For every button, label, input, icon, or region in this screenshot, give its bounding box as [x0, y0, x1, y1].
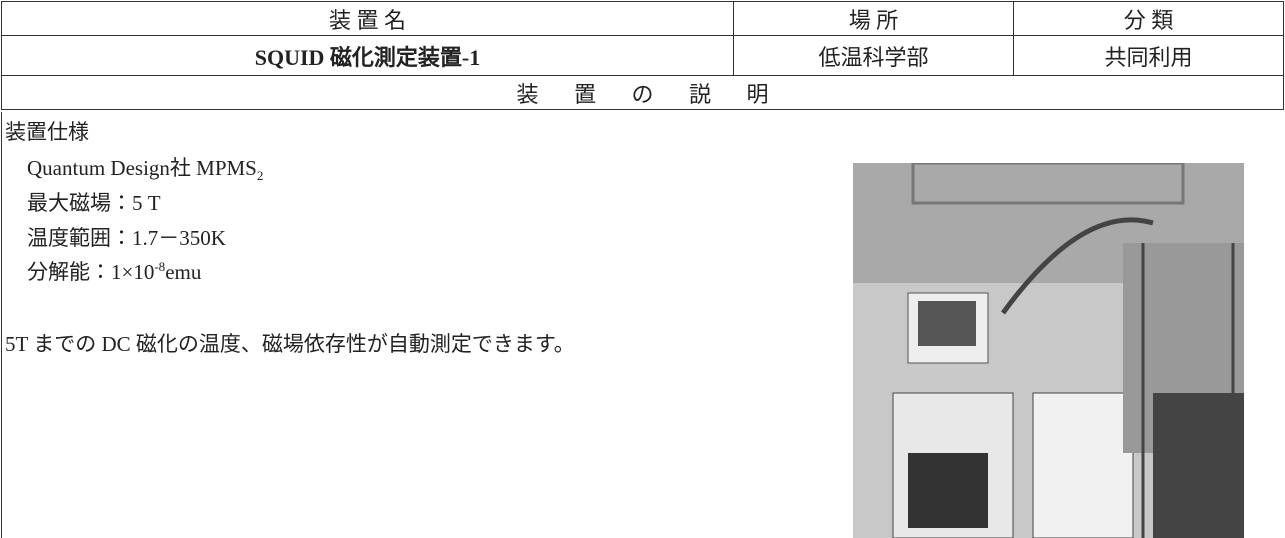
- header-cell: 装 置 名: [1, 1, 734, 36]
- section-title: 装 置 の 説 明: [1, 75, 1284, 110]
- header-cell: 場 所: [733, 1, 1014, 36]
- spec-line: Quantum Design社 MPMS2: [27, 152, 263, 184]
- header-cell: 分 類: [1013, 1, 1284, 36]
- spec-text: Quantum Design社 MPMS: [27, 156, 257, 180]
- header-row: 装 置 名 場 所 分 類: [1, 1, 1284, 36]
- spec-unit: emu: [165, 260, 202, 284]
- spec-line: 最大磁場：5 T: [27, 191, 161, 215]
- spec-line: 温度範囲：1.7－350K: [27, 226, 226, 250]
- category: 共同利用: [1013, 35, 1284, 76]
- equipment-name: SQUID 磁化測定装置-1: [1, 35, 734, 76]
- spec-sup: -8: [154, 259, 166, 274]
- spec-line: 分解能：1×10-8emu: [27, 256, 201, 286]
- equipment-table: 装 置 名 場 所 分 類 SQUID 磁化測定装置-1 低温科学部 共同利用 …: [1, 1, 1284, 110]
- spec-text: 分解能：1×10: [27, 260, 155, 284]
- data-row: SQUID 磁化測定装置-1 低温科学部 共同利用: [1, 35, 1284, 76]
- spec-heading: 装置仕様: [5, 120, 89, 144]
- description: 5T までの DC 磁化の温度、磁場依存性が自動測定できます。: [5, 332, 575, 356]
- spec-sub: 2: [256, 168, 264, 184]
- equipment-photo: [853, 163, 1244, 538]
- location: 低温科学部: [733, 35, 1014, 76]
- description-area: 装置仕様 Quantum Design社 MPMS2 最大磁場：5 T 温度範囲…: [1, 112, 842, 538]
- section-row: 装 置 の 説 明: [1, 75, 1284, 110]
